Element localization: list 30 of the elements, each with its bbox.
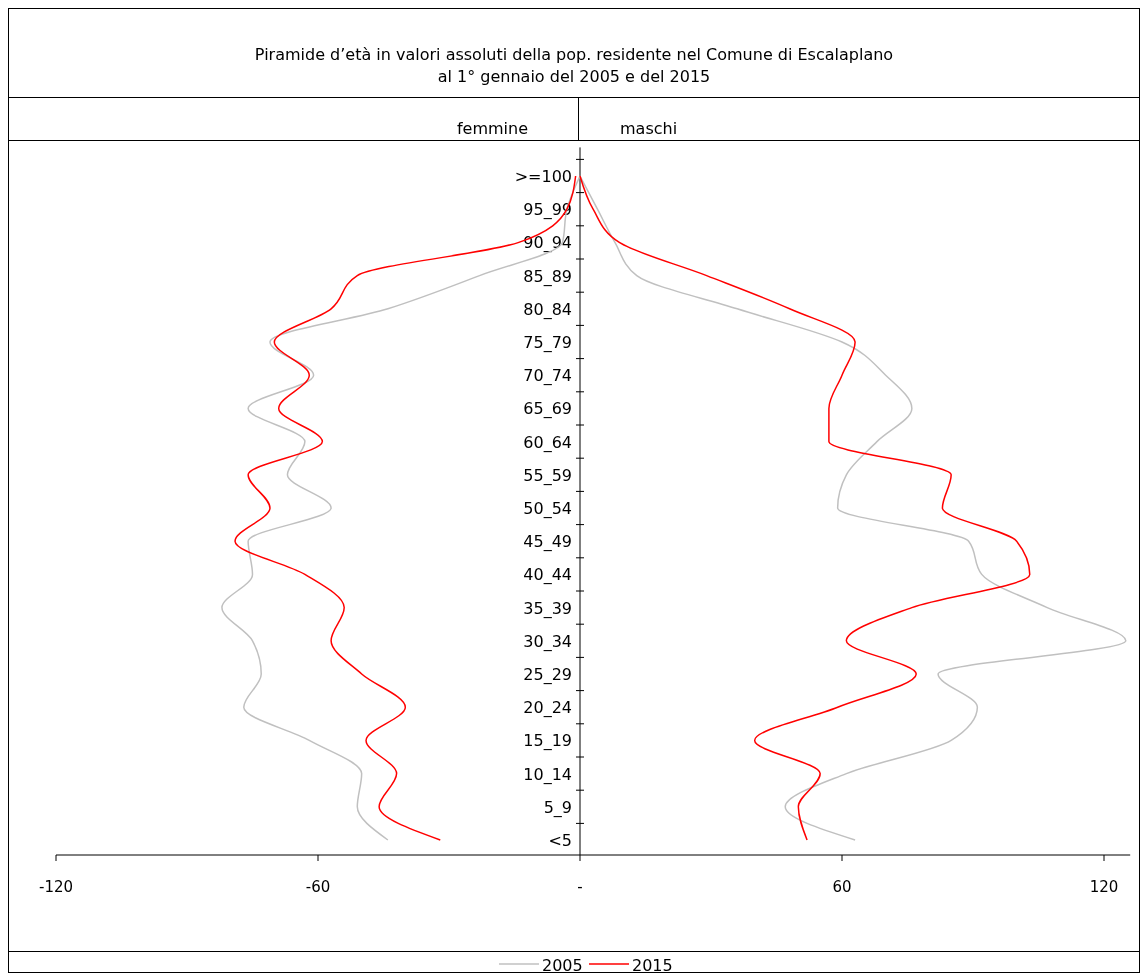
- y-tick-label: 55_59: [523, 465, 572, 486]
- y-tick-label: 45_49: [523, 532, 572, 553]
- y-tick-label: 40_44: [523, 565, 572, 586]
- text: maschi: [620, 119, 678, 138]
- y-tick-label: 70_74: [523, 366, 572, 387]
- y-tick-label: 80_84: [523, 299, 572, 320]
- y-tick-label: 5_9: [543, 797, 572, 818]
- y-tick-label: 90_94: [523, 233, 572, 254]
- x-tick-label: -120: [38, 878, 74, 896]
- y-tick-label: 35_39: [523, 598, 572, 619]
- y-tick-label: 15_19: [523, 731, 572, 752]
- x-tick-label: 60: [832, 878, 852, 896]
- text: femmine: [456, 119, 528, 138]
- y-tick-label: <5: [548, 831, 572, 850]
- y-tick-label: 75_79: [523, 333, 572, 353]
- y-tick-label: 50_54: [523, 499, 572, 519]
- legend-label: 2005: [542, 956, 583, 973]
- y-tick-label: 30_34: [523, 631, 572, 652]
- legend-label: 2015: [632, 956, 673, 973]
- y-tick-label: 65_69: [523, 399, 572, 420]
- y-tick-label: 85_89: [523, 266, 572, 287]
- chart-title: Piramide d’età in valori assoluti della pop. residente nel Comune di Escalaplano al 1° gennaio del 2005 e del 2015: [254, 45, 894, 86]
- x-tick-label: -: [577, 878, 583, 896]
- y-tick-label: 60_64: [523, 432, 572, 453]
- y-tick-label: 20_24: [523, 698, 572, 719]
- y-tick-label: 25_29: [523, 665, 572, 685]
- y-tick-label: 10_14: [523, 764, 572, 785]
- y-tick-label: >=100: [514, 167, 572, 186]
- x-tick-label: -60: [305, 878, 331, 896]
- x-tick-label: 120: [1089, 878, 1119, 896]
